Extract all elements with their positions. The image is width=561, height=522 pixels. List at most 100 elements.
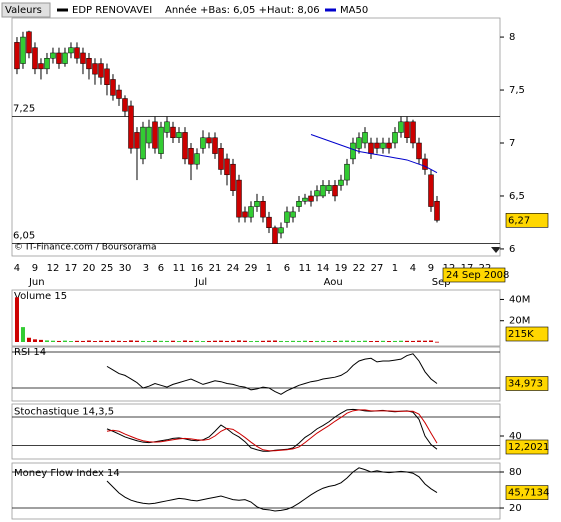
volume-bar <box>158 340 163 342</box>
candle-body <box>350 142 356 160</box>
candle-body <box>230 163 236 191</box>
panel-title: Volume 15 <box>14 291 67 302</box>
x-tick-label: 1 <box>392 263 398 274</box>
indicator-line <box>106 353 438 395</box>
volume-bar <box>260 340 265 342</box>
panel-frame <box>11 462 501 520</box>
x-tick-label: 24 <box>227 263 240 274</box>
volume-bar <box>290 340 295 342</box>
volume-bar <box>44 340 49 342</box>
panel-frame <box>11 346 501 402</box>
candle-body <box>338 179 344 186</box>
volume-bar <box>368 341 373 342</box>
candle-body <box>110 79 116 96</box>
indicator-line <box>106 467 438 512</box>
panel-frame <box>11 289 501 347</box>
x-tick-label: 16 <box>191 263 204 274</box>
volume-bar <box>350 340 355 342</box>
candle-body <box>344 163 350 181</box>
candle-body <box>392 132 398 144</box>
volume-bar <box>380 340 385 342</box>
x-tick-label: 22 <box>353 263 366 274</box>
volume-bar <box>152 340 157 342</box>
candle-body <box>284 211 290 223</box>
volume-bar <box>74 340 79 342</box>
volume-bar <box>272 340 277 342</box>
volume-bar <box>434 341 439 343</box>
candle-body <box>182 132 188 160</box>
y-tick-label: 20M <box>509 316 530 327</box>
candle-body <box>218 148 224 170</box>
volume-bar <box>338 340 343 342</box>
month-label: Jun <box>28 277 45 288</box>
y-tick-label: 7,5 <box>509 85 525 96</box>
volume-bar <box>356 340 361 342</box>
candle-body <box>176 132 182 138</box>
volume-bar <box>302 340 307 342</box>
value-box <box>505 485 549 500</box>
candle-body <box>308 195 314 202</box>
value-box <box>505 439 549 455</box>
panel-title: Stochastique 14,3,5 <box>14 407 114 418</box>
volume-bar <box>110 340 115 342</box>
candle-body <box>260 201 266 218</box>
month-label: Aou <box>324 277 343 288</box>
volume-bar <box>80 340 85 342</box>
candle-body <box>164 121 170 133</box>
volume-bar <box>344 340 349 342</box>
panel-frame <box>11 403 501 460</box>
volume-bar <box>170 340 175 342</box>
candle-body <box>272 227 278 244</box>
header-box <box>1 2 51 18</box>
y-tick-label: 80 <box>509 467 522 478</box>
panel-title: Money Flow Index 14 <box>14 468 120 479</box>
x-tick-label: 4 <box>410 263 416 274</box>
volume-bar <box>320 340 325 342</box>
volume-bar <box>14 297 19 342</box>
volume-bar <box>416 340 421 342</box>
candle-body <box>140 126 146 160</box>
volume-bar <box>230 340 235 342</box>
volume-bar <box>68 341 73 342</box>
x-tick-label: 27 <box>371 263 384 274</box>
volume-bar <box>194 340 199 342</box>
volume-bar <box>200 341 205 342</box>
y-tick-label: 6 <box>509 244 515 255</box>
x-tick-label: 9 <box>32 263 38 274</box>
candle-body <box>248 206 254 218</box>
volume-bar <box>236 340 241 342</box>
value-label: 6,27 <box>508 215 530 226</box>
volume-bar <box>182 340 187 342</box>
volume-bar <box>296 340 301 342</box>
candle-body <box>50 52 56 59</box>
panel-title: RSI 14 <box>14 347 46 358</box>
x-tick-label: 20 <box>83 263 96 274</box>
x-tick-label: 12 <box>47 263 60 274</box>
x-tick-label: 11 <box>299 263 312 274</box>
candle-body <box>326 185 332 191</box>
volume-bar <box>404 340 409 342</box>
volume-bar <box>20 327 25 342</box>
candle-body <box>254 201 260 207</box>
candle-body <box>98 63 104 78</box>
x-tick-label: 17 <box>65 263 78 274</box>
candle-body <box>314 190 320 197</box>
volume-bar <box>428 340 433 342</box>
candle-body <box>158 126 164 154</box>
candle-body <box>170 126 176 138</box>
volume-bar <box>32 339 37 342</box>
candle-body <box>398 121 404 133</box>
volume-bar <box>26 337 31 342</box>
candle-body <box>332 185 338 197</box>
value-box <box>505 326 549 342</box>
candle-body <box>116 89 122 99</box>
volume-bar <box>314 340 319 342</box>
candle-body <box>410 121 416 144</box>
candle-body <box>266 216 272 229</box>
volume-bar <box>50 340 55 342</box>
value-label: 215K <box>508 329 534 340</box>
volume-bar <box>104 340 109 342</box>
value-label: 45,7134 <box>508 488 549 499</box>
x-tick-label: 3 <box>143 263 149 274</box>
